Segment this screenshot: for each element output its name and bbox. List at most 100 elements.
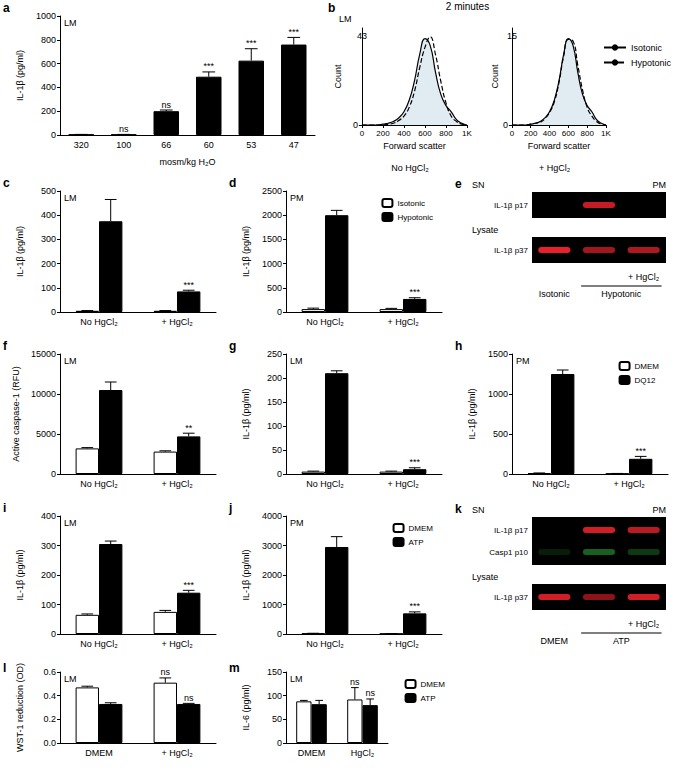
svg-text:1K: 1K <box>462 129 472 138</box>
svg-text:IL-1β (pg/ml): IL-1β (pg/ml) <box>241 549 251 600</box>
svg-text:+ HgCl₂: + HgCl₂ <box>387 639 419 649</box>
svg-text:IL-1β p37: IL-1β p37 <box>494 246 529 255</box>
svg-text:0: 0 <box>51 469 56 479</box>
svg-text:15000: 15000 <box>31 349 56 359</box>
svg-text:Casp1 p10: Casp1 p10 <box>489 548 528 557</box>
svg-text:0: 0 <box>510 129 515 138</box>
svg-text:Count: Count <box>333 64 343 89</box>
svg-text:Forward scatter: Forward scatter <box>528 141 591 151</box>
svg-text:Hypotonic: Hypotonic <box>631 58 672 68</box>
svg-text:IL-1β p37: IL-1β p37 <box>494 593 529 602</box>
svg-text:LM: LM <box>64 674 77 684</box>
svg-text:66: 66 <box>161 140 171 150</box>
svg-text:DMEM: DMEM <box>298 748 326 758</box>
svg-text:l: l <box>3 661 6 675</box>
svg-text:500: 500 <box>41 186 56 196</box>
svg-text:IL-1β p17: IL-1β p17 <box>494 201 529 210</box>
svg-text:i: i <box>3 501 6 515</box>
svg-text:0: 0 <box>277 307 282 317</box>
svg-text:2000: 2000 <box>262 570 282 580</box>
svg-text:150: 150 <box>267 397 282 407</box>
svg-text:LM: LM <box>339 14 352 24</box>
svg-text:0.4: 0.4 <box>43 691 56 701</box>
svg-text:Isotonic: Isotonic <box>397 199 425 208</box>
svg-text:No HgCl₂: No HgCl₂ <box>532 479 570 489</box>
svg-text:No HgCl₂: No HgCl₂ <box>306 639 344 649</box>
svg-text:DMEM: DMEM <box>541 636 569 646</box>
svg-text:Lysate: Lysate <box>472 572 498 582</box>
svg-text:0: 0 <box>51 629 56 639</box>
svg-text:ATP: ATP <box>613 636 630 646</box>
svg-text:800: 800 <box>41 35 56 45</box>
svg-text:d: d <box>229 176 236 190</box>
svg-text:***: *** <box>409 601 420 611</box>
svg-text:WST-1 reduction (OD): WST-1 reduction (OD) <box>15 663 25 752</box>
svg-text:No HgCl₂: No HgCl₂ <box>306 479 344 489</box>
svg-text:400: 400 <box>41 82 56 92</box>
svg-text:1000: 1000 <box>36 11 56 21</box>
svg-text:ns: ns <box>365 688 375 698</box>
svg-text:Lysate: Lysate <box>472 225 498 235</box>
svg-text:LM: LM <box>290 356 303 366</box>
svg-text:PM: PM <box>290 193 304 203</box>
svg-text:4000: 4000 <box>262 511 282 521</box>
svg-text:1000: 1000 <box>262 600 282 610</box>
svg-text:ns: ns <box>161 100 171 110</box>
svg-text:m: m <box>229 661 240 675</box>
svg-text:IL-1β (pg/ml): IL-1β (pg/ml) <box>241 226 251 277</box>
svg-text:Count: Count <box>490 64 500 89</box>
svg-text:ns: ns <box>161 667 171 677</box>
svg-text:1500: 1500 <box>262 234 282 244</box>
svg-text:200: 200 <box>267 373 282 383</box>
svg-text:200: 200 <box>41 570 56 580</box>
svg-text:0: 0 <box>353 120 358 130</box>
svg-text:100: 100 <box>116 140 131 150</box>
svg-text:HgCl₂: HgCl₂ <box>351 748 375 758</box>
svg-text:1500: 1500 <box>488 349 508 359</box>
svg-text:0: 0 <box>277 738 282 748</box>
svg-text:Hypotonic: Hypotonic <box>601 289 642 299</box>
svg-text:1000: 1000 <box>262 259 282 269</box>
svg-text:400: 400 <box>41 511 56 521</box>
svg-text:a: a <box>3 1 10 15</box>
svg-text:47: 47 <box>289 140 299 150</box>
svg-text:Active caspase-1 (RFU): Active caspase-1 (RFU) <box>11 366 21 462</box>
svg-text:DMEM: DMEM <box>421 680 446 689</box>
svg-text:200: 200 <box>41 259 56 269</box>
svg-text:k: k <box>455 502 462 516</box>
svg-text:100: 100 <box>41 600 56 610</box>
svg-text:800: 800 <box>439 129 453 138</box>
svg-text:IL-1β (pg/ml): IL-1β (pg/ml) <box>15 226 25 277</box>
svg-text:Isotonic: Isotonic <box>631 43 663 53</box>
svg-text:***: *** <box>409 457 420 467</box>
svg-text:+ HgCl₂: + HgCl₂ <box>387 479 419 489</box>
svg-text:ATP: ATP <box>421 694 436 703</box>
svg-text:+ HgCl₂: + HgCl₂ <box>613 479 645 489</box>
svg-text:0: 0 <box>277 469 282 479</box>
svg-text:IL-1β (pg/ml): IL-1β (pg/ml) <box>467 388 477 439</box>
svg-text:DMEM: DMEM <box>85 748 113 758</box>
svg-text:DQ12: DQ12 <box>635 376 656 385</box>
svg-text:mosm/kg H₂O: mosm/kg H₂O <box>160 157 216 167</box>
svg-text:IL-1β (pg/ml): IL-1β (pg/ml) <box>15 549 25 600</box>
svg-text:2500: 2500 <box>262 186 282 196</box>
svg-text:No HgCl₂: No HgCl₂ <box>391 163 429 173</box>
svg-text:3000: 3000 <box>262 541 282 551</box>
svg-text:400: 400 <box>543 129 557 138</box>
svg-text:10000: 10000 <box>31 389 56 399</box>
svg-text:SN: SN <box>472 180 485 190</box>
svg-text:g: g <box>229 339 236 353</box>
svg-text:Isotonic: Isotonic <box>539 289 571 299</box>
svg-text:f: f <box>3 339 8 353</box>
svg-text:200: 200 <box>524 129 538 138</box>
svg-text:0.6: 0.6 <box>43 667 56 677</box>
svg-text:***: *** <box>288 27 299 37</box>
svg-text:200: 200 <box>376 129 390 138</box>
svg-text:50: 50 <box>272 445 282 455</box>
svg-text:PM: PM <box>653 180 667 190</box>
svg-text:+ HgCl₂: + HgCl₂ <box>387 317 419 327</box>
svg-text:100: 100 <box>41 283 56 293</box>
svg-text:100: 100 <box>267 421 282 431</box>
svg-text:LM: LM <box>64 193 77 203</box>
svg-text:2000: 2000 <box>262 210 282 220</box>
